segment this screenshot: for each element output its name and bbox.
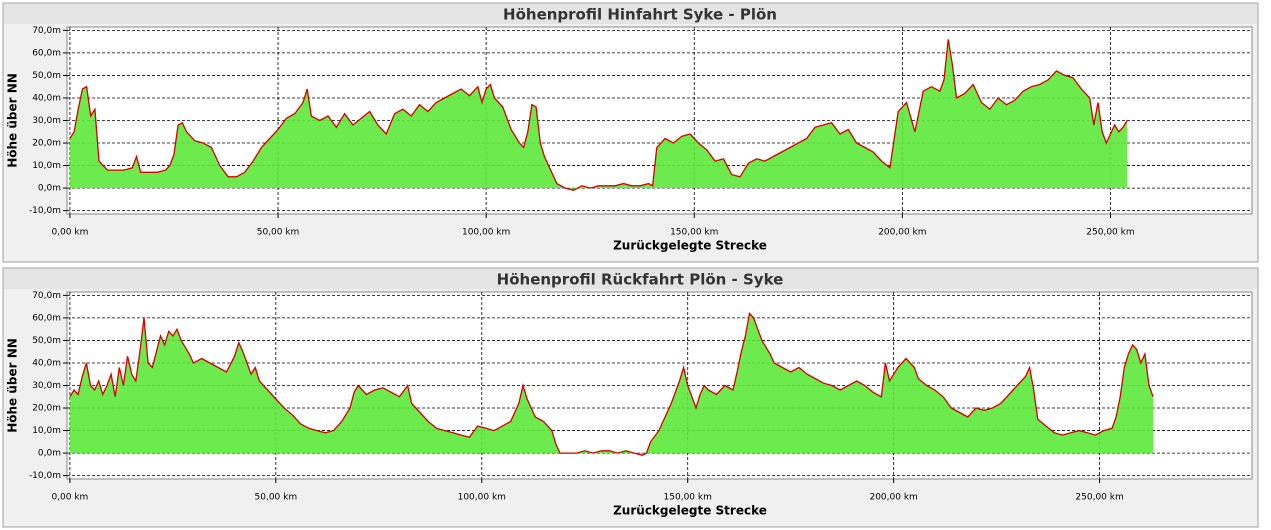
x-tick-label: 250,00 km [1086, 228, 1134, 238]
title-bar [4, 269, 1257, 289]
chart-title: Höhenprofil Hinfahrt Syke - Plön [503, 6, 777, 24]
y-tick-label: 30,0m [32, 381, 61, 391]
y-tick-label: 30,0m [32, 116, 61, 126]
x-tick-label: 0,00 km [51, 493, 88, 503]
y-tick-label: 0,0m [38, 449, 61, 459]
profile-line [69, 39, 1128, 191]
y-tick-label: 40,0m [32, 93, 61, 103]
panel: Höhenprofil Hinfahrt Syke - Plön -10,0m 0,… [2, 2, 1259, 263]
x-tick-label: 200,00 km [869, 493, 917, 503]
y-tick-label: 70,0m [32, 291, 61, 301]
x-tick-label: 250,00 km [1075, 493, 1123, 503]
x-tick-label: 50,00 km [255, 493, 298, 503]
y-axis-label: Höhe über NN [6, 73, 20, 168]
y-tick-label: 10,0m [32, 161, 61, 171]
x-tick-label: 100,00 km [458, 493, 506, 503]
area-fill [69, 313, 1154, 456]
y-tick-label: 20,0m [32, 139, 61, 149]
x-tick-label: 150,00 km [664, 493, 712, 503]
y-axis-label: Höhe über NN [6, 338, 20, 433]
y-tick-label: 60,0m [32, 313, 61, 323]
profile-line [69, 311, 1154, 456]
panel: Höhenprofil Rückfahrt Plön - Syke -10,0m 0… [2, 267, 1259, 528]
x-tick-label: 100,00 km [462, 228, 510, 238]
x-tick-label: 0,00 km [51, 228, 88, 238]
y-tick-label: 0,0m [38, 184, 61, 194]
y-tick-label: 50,0m [32, 71, 61, 81]
y-tick-label: 40,0m [32, 358, 61, 368]
x-tick-label: 50,00 km [257, 228, 300, 238]
x-axis-label: Zurückgelegte Strecke [613, 504, 767, 518]
chart-title: Höhenprofil Rückfahrt Plön - Syke [497, 271, 784, 289]
area-fill [69, 39, 1128, 191]
y-tick-label: 70,0m [32, 26, 61, 36]
title-bar [4, 4, 1257, 24]
y-tick-label: 20,0m [32, 404, 61, 414]
y-tick-label: 10,0m [32, 426, 61, 436]
x-tick-label: 150,00 km [670, 228, 718, 238]
x-axis-label: Zurückgelegte Strecke [613, 239, 767, 253]
y-tick-label: 50,0m [32, 336, 61, 346]
y-tick-label: 60,0m [32, 48, 61, 58]
x-tick-label: 200,00 km [878, 228, 926, 238]
y-tick-label: -10,0m [29, 471, 61, 481]
y-tick-label: -10,0m [29, 206, 61, 216]
